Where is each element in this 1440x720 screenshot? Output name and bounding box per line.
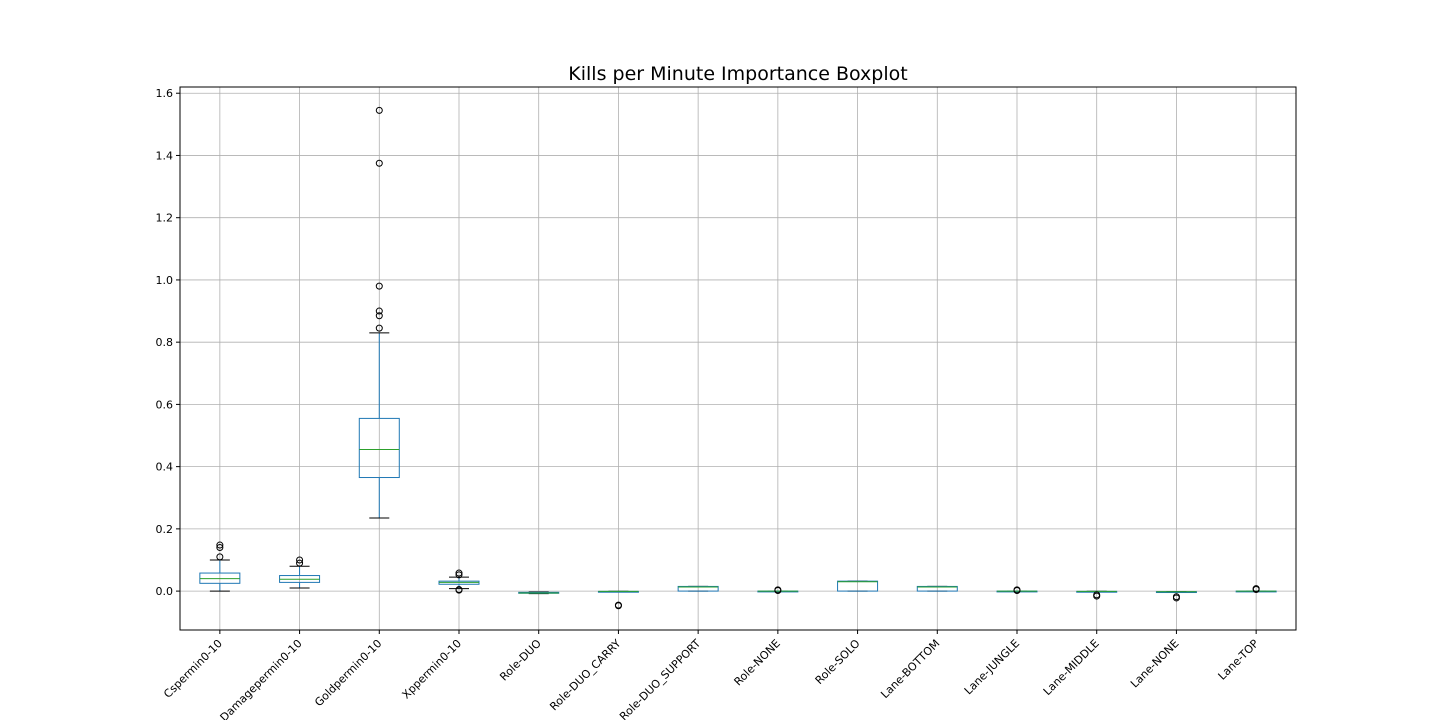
x-tick-label: Xppermin0-10 <box>400 637 465 702</box>
outlier-point <box>1252 585 1260 593</box>
box-Goldpermin0-10 <box>358 106 400 519</box>
plot-frame <box>179 86 1297 631</box>
outlier-point <box>774 586 782 594</box>
x-tick-label: Role-DUO_CARRY <box>547 637 623 713</box>
outlier-point <box>296 559 304 567</box>
outlier-point <box>216 544 224 552</box>
outlier-point <box>614 602 622 610</box>
x-tick-label: Role-NONE <box>732 637 783 688</box>
x-tick-label: Role-DUO_SUPPORT <box>617 637 703 720</box>
y-tick-label: 0.8 <box>156 336 174 349</box>
x-tick-label: Cspermin0-10 <box>161 637 225 701</box>
x-tick-label: Damagepermin0-10 <box>218 637 305 720</box>
y-tick-label: 1.0 <box>156 274 174 287</box>
box-Role-SOLO <box>837 580 879 592</box>
box-Lane-TOP <box>1235 585 1277 594</box>
outlier-point <box>455 586 463 594</box>
outlier-point <box>1172 594 1180 602</box>
y-tick-label: 0.6 <box>156 398 174 411</box>
y-tick-label: 1.2 <box>156 212 174 225</box>
y-tick-label: 0.0 <box>156 585 174 598</box>
x-tick-label: Lane-MIDDLE <box>1041 637 1102 698</box>
box-Lane-BOTTOM <box>916 585 958 592</box>
box-Lane-NONE <box>1155 591 1197 602</box>
box-Role-DUO <box>518 591 560 595</box>
outlier-point <box>375 307 383 315</box>
outlier-point <box>375 282 383 290</box>
grid-lines <box>180 87 1296 630</box>
x-tick-label: Lane-TOP <box>1216 637 1262 683</box>
x-tick-label: Role-SOLO <box>813 637 863 687</box>
outlier-point <box>375 312 383 320</box>
outlier-point <box>455 571 463 579</box>
y-tick-label: 0.4 <box>156 461 174 474</box>
x-tick-label: Goldpermin0-10 <box>312 637 384 709</box>
x-tick-label: Role-DUO <box>497 637 544 684</box>
box-Lane-JUNGLE <box>996 586 1038 594</box>
outlier-point <box>1013 586 1021 594</box>
box-body <box>837 580 879 592</box>
outlier-point <box>375 159 383 167</box>
box-body <box>677 585 719 592</box>
outlier-point <box>375 106 383 114</box>
box-Cspermin0-10 <box>199 541 241 592</box>
chart-title: Kills per Minute Importance Boxplot <box>568 63 907 85</box>
box-body <box>358 417 400 479</box>
y-tick-label: 0.2 <box>156 523 174 536</box>
box-Lane-MIDDLE <box>1076 590 1118 600</box>
box-body <box>916 585 958 592</box>
outlier-point <box>216 541 224 549</box>
y-axis: 0.0 0.2 0.4 0.6 0.8 1.0 1.2 1.4 1.6 <box>156 87 180 598</box>
x-tick-label: Lane-BOTTOM <box>878 637 942 701</box>
box-Role-DUO_CARRY <box>597 590 639 610</box>
outlier-point <box>1093 592 1101 600</box>
box-series <box>199 106 1277 610</box>
outlier-point <box>216 553 224 561</box>
box-Xppermin0-10 <box>438 569 480 594</box>
box-Role-DUO_SUPPORT <box>677 585 719 592</box>
x-tick-label: Lane-JUNGLE <box>962 637 1022 697</box>
y-tick-label: 1.6 <box>156 87 174 100</box>
x-tick-label: Lane-NONE <box>1128 637 1182 691</box>
outlier-point <box>375 324 383 332</box>
box-Damagepermin0-10 <box>279 556 321 589</box>
box-Role-NONE <box>757 586 799 594</box>
y-tick-label: 1.4 <box>156 149 174 162</box>
outlier-point <box>296 556 304 564</box>
outlier-point <box>455 569 463 577</box>
